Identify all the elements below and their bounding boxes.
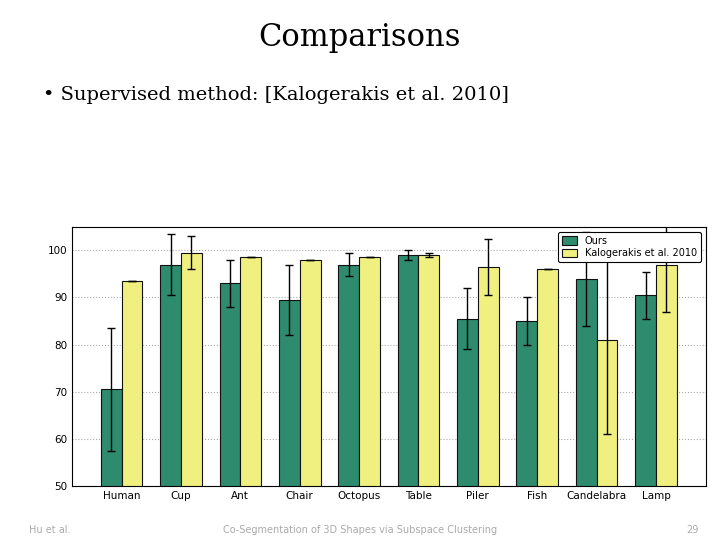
Bar (220, 284, 240, 540)
Text: Comparisons: Comparisons (258, 22, 462, 52)
Bar (397, 255, 418, 540)
Bar (338, 265, 359, 540)
Bar (457, 319, 478, 540)
Bar (656, 265, 677, 540)
Bar (635, 295, 656, 540)
Bar (279, 300, 300, 540)
Legend: Ours, Kalogerakis et al. 2010: Ours, Kalogerakis et al. 2010 (559, 232, 701, 262)
Bar (101, 389, 122, 540)
Text: Co-Segmentation of 3D Shapes via Subspace Clustering: Co-Segmentation of 3D Shapes via Subspac… (223, 524, 497, 535)
Bar (478, 267, 499, 540)
Bar (418, 255, 439, 540)
Bar (160, 265, 181, 540)
Bar (576, 279, 597, 540)
Bar (359, 258, 380, 540)
Text: Hu et al.: Hu et al. (29, 524, 71, 535)
Bar (597, 340, 618, 540)
Bar (240, 258, 261, 540)
Bar (300, 260, 320, 540)
Bar (537, 269, 558, 540)
Bar (181, 253, 202, 540)
Text: • Supervised method: [Kalogerakis et al. 2010]: • Supervised method: [Kalogerakis et al.… (43, 86, 509, 104)
Bar (122, 281, 143, 540)
Text: 29: 29 (686, 524, 698, 535)
Bar (516, 321, 537, 540)
